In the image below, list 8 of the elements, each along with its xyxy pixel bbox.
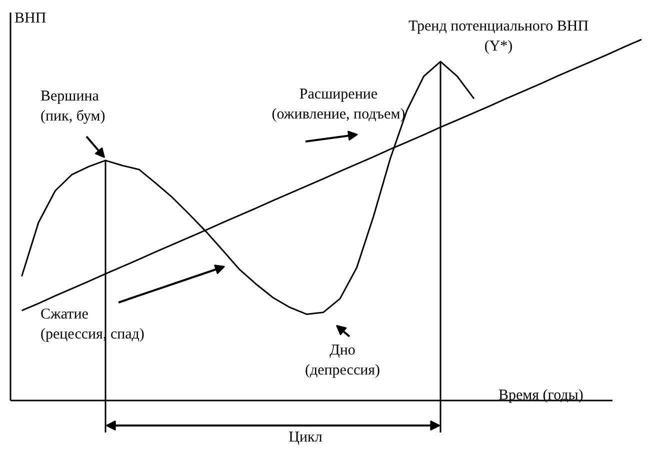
annotation: Вершина (пик, бум) bbox=[40, 88, 106, 124]
annotation: Сжатие (рецессия, спад) bbox=[40, 306, 144, 342]
annotation: Расширение (оживление, подъем) bbox=[272, 86, 406, 122]
text: Цикл bbox=[288, 430, 323, 446]
y-axis-title: ВНП bbox=[14, 10, 46, 26]
annotation: Дно (депрессия) bbox=[304, 342, 380, 378]
x-axis-title: Время (годы) bbox=[498, 388, 584, 404]
annotation: Тренд потенциального ВНП (Y*) bbox=[408, 18, 589, 54]
